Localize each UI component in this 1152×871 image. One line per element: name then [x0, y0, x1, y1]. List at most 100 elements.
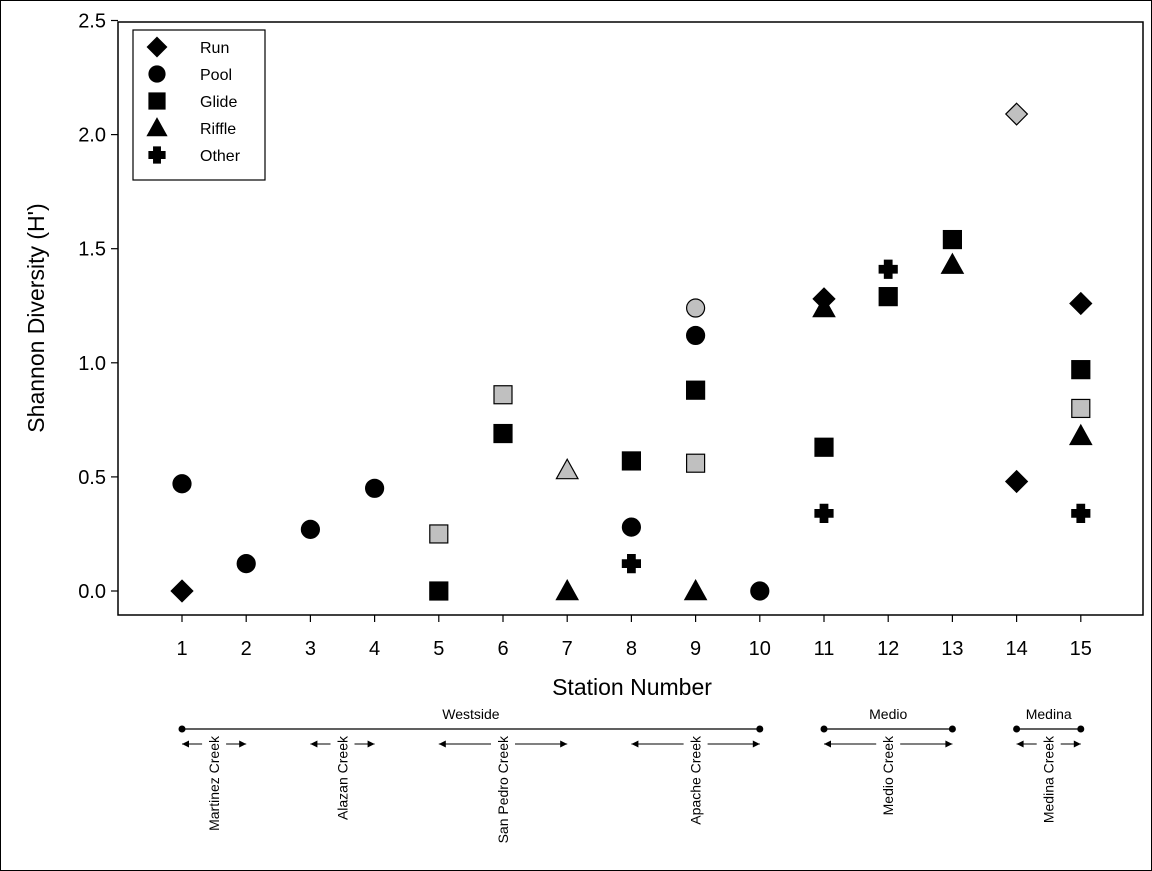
region-endpoint: [178, 725, 186, 733]
region-label: Medio: [869, 706, 907, 722]
data-points: [170, 102, 1093, 603]
region-label: Westside: [442, 706, 500, 722]
legend-label-pool: Pool: [200, 67, 232, 84]
legend-label-other: Other: [200, 148, 241, 165]
point-glide: [1071, 360, 1091, 380]
x-tick-label: 3: [305, 638, 316, 660]
point-glide: [814, 437, 834, 457]
legend-marker-other: [148, 146, 166, 164]
creek-label: Apache Creek: [688, 735, 704, 825]
point-pool: [172, 474, 192, 494]
y-axis-label: Shannon Diversity (H'): [23, 203, 49, 432]
region-endpoint: [1013, 725, 1021, 733]
legend-label-glide: Glide: [200, 94, 237, 111]
y-tick-label: 1.5: [78, 239, 106, 261]
creek-label: Medina Creek: [1041, 735, 1057, 823]
point-run: [1004, 102, 1029, 126]
point-glide: [429, 581, 449, 601]
point-pool: [685, 325, 706, 346]
point-riffle: [555, 458, 580, 480]
creek-arrow-right-head: [752, 740, 760, 748]
point-pool: [365, 478, 385, 498]
x-tick-label: 1: [176, 638, 187, 660]
y-tick-label: 2.5: [78, 11, 106, 33]
region-endpoint: [820, 725, 828, 733]
plot-area: [117, 21, 1144, 616]
point-glide: [1071, 398, 1091, 419]
point-riffle: [555, 578, 580, 601]
point-pool: [750, 581, 770, 601]
point-glide: [942, 229, 963, 250]
x-tick-label: 6: [497, 638, 508, 660]
y-axis: 0.0 0.5 1.0 1.5 2.0 2.5: [78, 11, 118, 603]
point-glide: [685, 453, 706, 473]
y-tick-label: 2.0: [78, 125, 106, 147]
region-endpoint: [1077, 725, 1085, 733]
x-tick-label: 13: [941, 638, 963, 660]
legend-label-run: Run: [200, 40, 229, 57]
point-pool: [621, 517, 642, 537]
point-glide: [493, 385, 513, 405]
point-riffle: [683, 578, 708, 601]
point-pool: [236, 554, 256, 574]
x-tick-label: 12: [877, 638, 899, 660]
point-riffle: [940, 252, 965, 274]
point-glide: [685, 380, 706, 400]
legend-marker-glide: [148, 92, 166, 110]
x-tick-label: 4: [369, 638, 380, 660]
y-tick-label: 1.0: [78, 353, 106, 375]
x-tick-label: 14: [1005, 638, 1027, 660]
creek-arrow-left-head: [1016, 740, 1024, 748]
legend-label-riffle: Riffle: [200, 121, 236, 138]
point-other: [1071, 503, 1091, 524]
creek-arrow-left-head: [824, 740, 831, 748]
point-other: [621, 554, 642, 574]
point-pool: [685, 298, 706, 318]
point-run: [1004, 469, 1029, 494]
creek-label: Alazan Creek: [335, 735, 351, 820]
region-annotations: Westside Medio Medina Martinez Creek Alazan …: [178, 706, 1085, 843]
point-other: [814, 503, 834, 524]
point-glide: [878, 287, 898, 307]
creek-label: San Pedro Creek: [495, 735, 511, 843]
creek-arrow-right-head: [945, 740, 953, 748]
x-tick-label: 9: [690, 638, 701, 660]
creek-arrow-right-head: [560, 740, 568, 748]
point-pool: [300, 519, 320, 539]
creek-label: Martinez Creek: [206, 735, 222, 831]
region-endpoint: [948, 725, 956, 733]
x-tick-label: 5: [433, 638, 444, 660]
x-tick-label: 11: [814, 638, 835, 660]
point-glide: [429, 524, 449, 544]
creek-arrow-right-head: [367, 740, 375, 748]
y-tick-label: 0.5: [78, 467, 106, 489]
x-tick-label: 8: [626, 638, 637, 660]
creek-arrow-right-head: [1073, 740, 1081, 748]
point-other: [878, 259, 898, 279]
creek-arrow-right-head: [239, 740, 247, 748]
x-axis-label: Station Number: [552, 674, 712, 700]
legend-marker-riffle: [146, 117, 168, 137]
point-run: [1069, 291, 1093, 316]
legend: Run Pool Glide Riffle Other: [132, 29, 266, 181]
legend-marker-run: [146, 36, 168, 58]
x-tick-label: 10: [749, 638, 771, 660]
creek-arrow-left-head: [182, 740, 189, 748]
legend-marker-pool: [148, 65, 166, 83]
point-glide: [493, 423, 513, 444]
region-label: Medina: [1026, 706, 1072, 722]
x-tick-label: 15: [1070, 638, 1092, 660]
creek-arrow-left-head: [310, 740, 318, 748]
point-glide: [621, 451, 642, 471]
region-endpoint: [756, 725, 764, 733]
point-riffle: [812, 295, 836, 318]
point-riffle: [1068, 423, 1093, 446]
creek-arrow-left-head: [631, 740, 639, 748]
x-tick-label: 7: [562, 638, 573, 660]
point-run: [170, 579, 194, 603]
creek-arrow-left-head: [438, 740, 446, 748]
x-tick-label: 2: [241, 638, 252, 660]
x-axis: 1 2 3 4 5 6 7 8 9 10 11 12 13 14 15: [176, 615, 1092, 660]
creek-label: Medio Creek: [880, 735, 896, 815]
